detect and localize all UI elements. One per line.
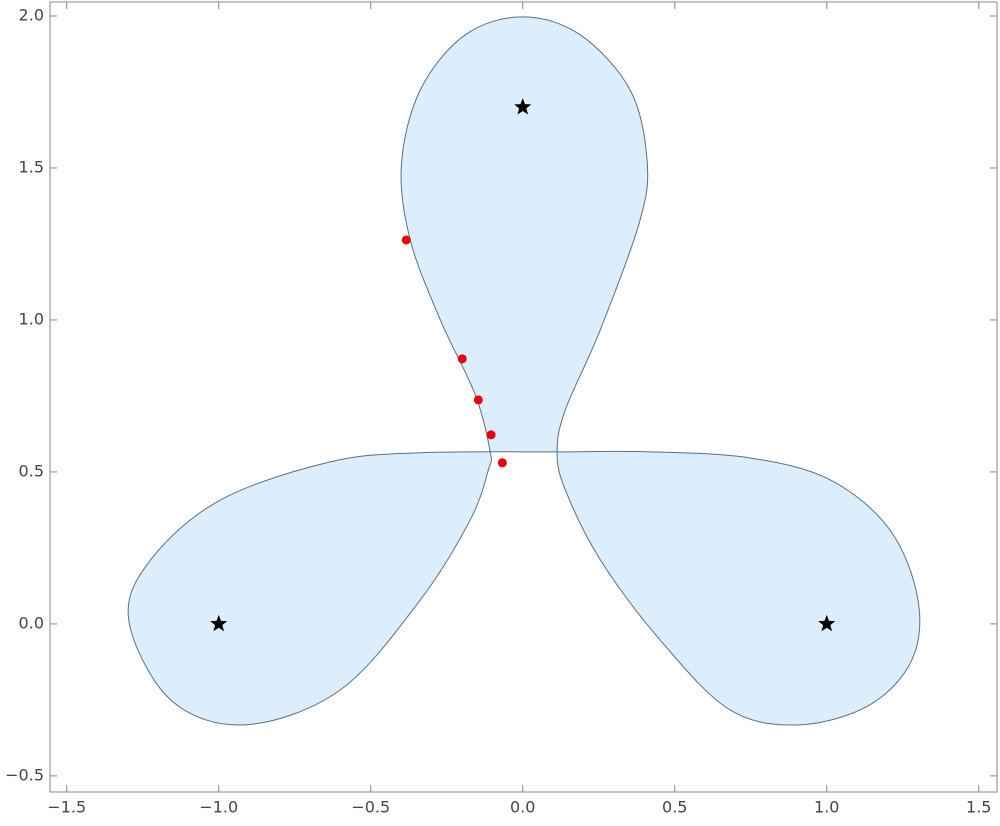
x-tick-label: −1.5 bbox=[47, 798, 86, 817]
star-point bbox=[514, 98, 532, 115]
y-tick-label: 0.0 bbox=[19, 613, 44, 632]
y-tick-label: 1.5 bbox=[19, 157, 44, 176]
x-tick-label: 0.0 bbox=[510, 798, 535, 817]
x-tick-label: −1.0 bbox=[199, 798, 238, 817]
x-tick-label: 0.5 bbox=[662, 798, 687, 817]
y-tick-label: 2.0 bbox=[19, 5, 44, 24]
star-point bbox=[818, 614, 836, 632]
point bbox=[497, 458, 507, 468]
y-tick-label: −0.5 bbox=[5, 765, 44, 784]
point bbox=[486, 430, 496, 440]
x-tick-label: 1.5 bbox=[966, 798, 991, 817]
x-tick-label: 1.0 bbox=[814, 798, 839, 817]
point bbox=[457, 354, 467, 364]
point bbox=[401, 235, 411, 245]
y-tick-label: 1.0 bbox=[19, 309, 44, 328]
y-tick-label: 0.5 bbox=[19, 461, 44, 480]
x-tick-label: −0.5 bbox=[351, 798, 390, 817]
star-point bbox=[210, 614, 228, 632]
region bbox=[127, 16, 921, 726]
point bbox=[473, 395, 483, 405]
plot-frame bbox=[49, 1, 998, 793]
